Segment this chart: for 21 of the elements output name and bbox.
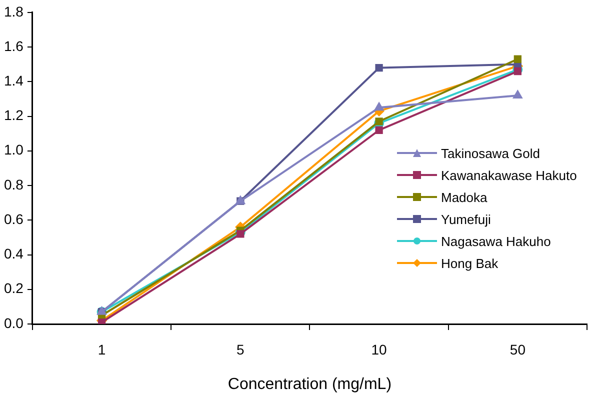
y-tick-label: 1.2	[4, 107, 24, 124]
y-tick-label: 0.2	[4, 280, 24, 296]
legend-label: Hong Bak	[441, 256, 498, 271]
y-tick-label: 1.6	[4, 38, 24, 54]
legend-label: Takinosawa Gold	[441, 146, 540, 161]
y-tick-label: 0.0	[4, 314, 24, 331]
x-tick-label: 5	[236, 341, 245, 358]
x-tick-label: 50	[510, 341, 526, 358]
legend-label: Nagasawa Hakuho	[441, 234, 551, 249]
x-axis-title: Concentration (mg/mL)	[228, 376, 392, 393]
x-tick-label: 10	[371, 341, 388, 358]
legend-label: Kawanakawase Hakuto	[441, 168, 577, 183]
x-tick-label: 1	[98, 341, 106, 358]
y-tick-label: 0.8	[4, 176, 24, 192]
y-tick-label: 0.6	[4, 210, 24, 227]
legend-label: Yumefuji	[441, 212, 491, 227]
y-tick-label: 0.4	[4, 246, 24, 262]
y-tick-label: 1.4	[4, 72, 24, 89]
legend-label: Madoka	[441, 190, 488, 205]
y-tick-label: 1.8	[4, 3, 24, 20]
y-tick-label: 1.0	[4, 142, 24, 158]
